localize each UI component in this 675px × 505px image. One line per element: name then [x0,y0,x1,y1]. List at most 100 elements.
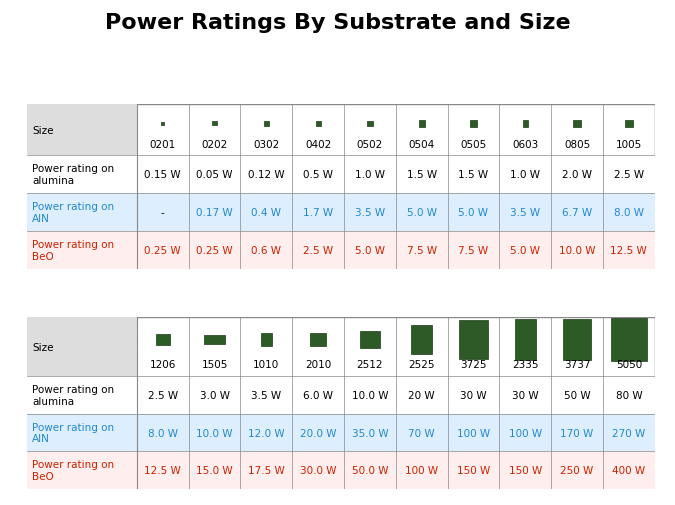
FancyBboxPatch shape [137,156,188,194]
FancyBboxPatch shape [574,121,580,128]
FancyBboxPatch shape [310,333,327,346]
FancyBboxPatch shape [360,331,380,349]
Text: 5050: 5050 [616,360,642,370]
FancyBboxPatch shape [155,334,170,345]
FancyBboxPatch shape [27,317,655,489]
FancyBboxPatch shape [27,105,655,270]
FancyBboxPatch shape [204,336,225,344]
Text: 3.5 W: 3.5 W [251,390,281,400]
Text: Power rating on
AlN: Power rating on AlN [32,422,114,443]
FancyBboxPatch shape [500,451,551,489]
Text: Power Ratings By Substrate and Size: Power Ratings By Substrate and Size [105,13,570,33]
Text: 20 W: 20 W [408,390,435,400]
Text: 0805: 0805 [564,140,590,149]
Text: 20.0 W: 20.0 W [300,428,336,438]
Text: 400 W: 400 W [612,465,645,475]
Text: 0202: 0202 [201,140,227,149]
FancyBboxPatch shape [551,377,603,414]
FancyBboxPatch shape [448,194,500,232]
FancyBboxPatch shape [344,414,396,451]
Text: 1.7 W: 1.7 W [303,208,333,218]
FancyBboxPatch shape [137,377,188,414]
Text: 1.5 W: 1.5 W [406,170,437,180]
Text: 0.05 W: 0.05 W [196,170,233,180]
FancyBboxPatch shape [551,451,603,489]
Text: Power rating on
BeO: Power rating on BeO [32,460,114,481]
Text: 17.5 W: 17.5 W [248,465,285,475]
Text: 70 W: 70 W [408,428,435,438]
Text: 100 W: 100 W [405,465,438,475]
FancyBboxPatch shape [240,232,292,270]
Text: 1505: 1505 [201,360,227,370]
Text: 30 W: 30 W [460,390,487,400]
FancyBboxPatch shape [137,414,188,451]
FancyBboxPatch shape [292,232,344,270]
FancyBboxPatch shape [396,194,448,232]
Text: Power rating on
AlN: Power rating on AlN [32,202,114,223]
Text: 0.4 W: 0.4 W [251,208,281,218]
Text: 6.7 W: 6.7 W [562,208,592,218]
Text: 0302: 0302 [253,140,279,149]
Text: 0502: 0502 [357,140,383,149]
FancyBboxPatch shape [396,414,448,451]
FancyBboxPatch shape [603,377,655,414]
Text: 12.5 W: 12.5 W [144,465,181,475]
Text: 7.5 W: 7.5 W [406,245,437,256]
FancyBboxPatch shape [161,123,164,126]
FancyBboxPatch shape [27,105,137,156]
FancyBboxPatch shape [396,451,448,489]
FancyBboxPatch shape [240,377,292,414]
Text: 100 W: 100 W [457,428,490,438]
FancyBboxPatch shape [27,194,137,232]
Text: 3725: 3725 [460,360,487,370]
Text: 100 W: 100 W [509,428,542,438]
Text: 50 W: 50 W [564,390,591,400]
Text: 0.25 W: 0.25 W [196,245,233,256]
FancyBboxPatch shape [240,414,292,451]
Text: 1005: 1005 [616,140,642,149]
FancyBboxPatch shape [27,377,137,414]
Text: 0504: 0504 [408,140,435,149]
Text: 2010: 2010 [305,360,331,370]
Text: 8.0 W: 8.0 W [148,428,178,438]
FancyBboxPatch shape [188,414,240,451]
FancyBboxPatch shape [411,326,432,354]
FancyBboxPatch shape [27,317,137,377]
FancyBboxPatch shape [396,156,448,194]
Text: Power rating on
BeO: Power rating on BeO [32,240,114,261]
Text: 2.5 W: 2.5 W [303,245,333,256]
FancyBboxPatch shape [344,232,396,270]
FancyBboxPatch shape [188,156,240,194]
FancyBboxPatch shape [292,377,344,414]
FancyBboxPatch shape [292,194,344,232]
Text: Power rating on
alumina: Power rating on alumina [32,384,114,406]
Text: 2335: 2335 [512,360,539,370]
FancyBboxPatch shape [27,232,137,270]
FancyBboxPatch shape [27,451,137,489]
Text: 3737: 3737 [564,360,591,370]
FancyBboxPatch shape [137,194,188,232]
FancyBboxPatch shape [448,451,500,489]
FancyBboxPatch shape [448,377,500,414]
FancyBboxPatch shape [551,414,603,451]
FancyBboxPatch shape [292,414,344,451]
FancyBboxPatch shape [137,451,188,489]
FancyBboxPatch shape [27,156,137,194]
Text: 1010: 1010 [253,360,279,370]
Text: 2.5 W: 2.5 W [148,390,178,400]
Text: 150 W: 150 W [457,465,490,475]
Text: 5.0 W: 5.0 W [510,245,540,256]
FancyBboxPatch shape [137,232,188,270]
Text: 0201: 0201 [150,140,176,149]
Text: -: - [161,208,165,218]
Text: 0505: 0505 [460,140,487,149]
FancyBboxPatch shape [292,451,344,489]
FancyBboxPatch shape [240,156,292,194]
FancyBboxPatch shape [500,156,551,194]
Text: 1206: 1206 [150,360,176,370]
FancyBboxPatch shape [188,232,240,270]
FancyBboxPatch shape [188,377,240,414]
Text: 2.0 W: 2.0 W [562,170,592,180]
FancyBboxPatch shape [500,414,551,451]
FancyBboxPatch shape [500,194,551,232]
